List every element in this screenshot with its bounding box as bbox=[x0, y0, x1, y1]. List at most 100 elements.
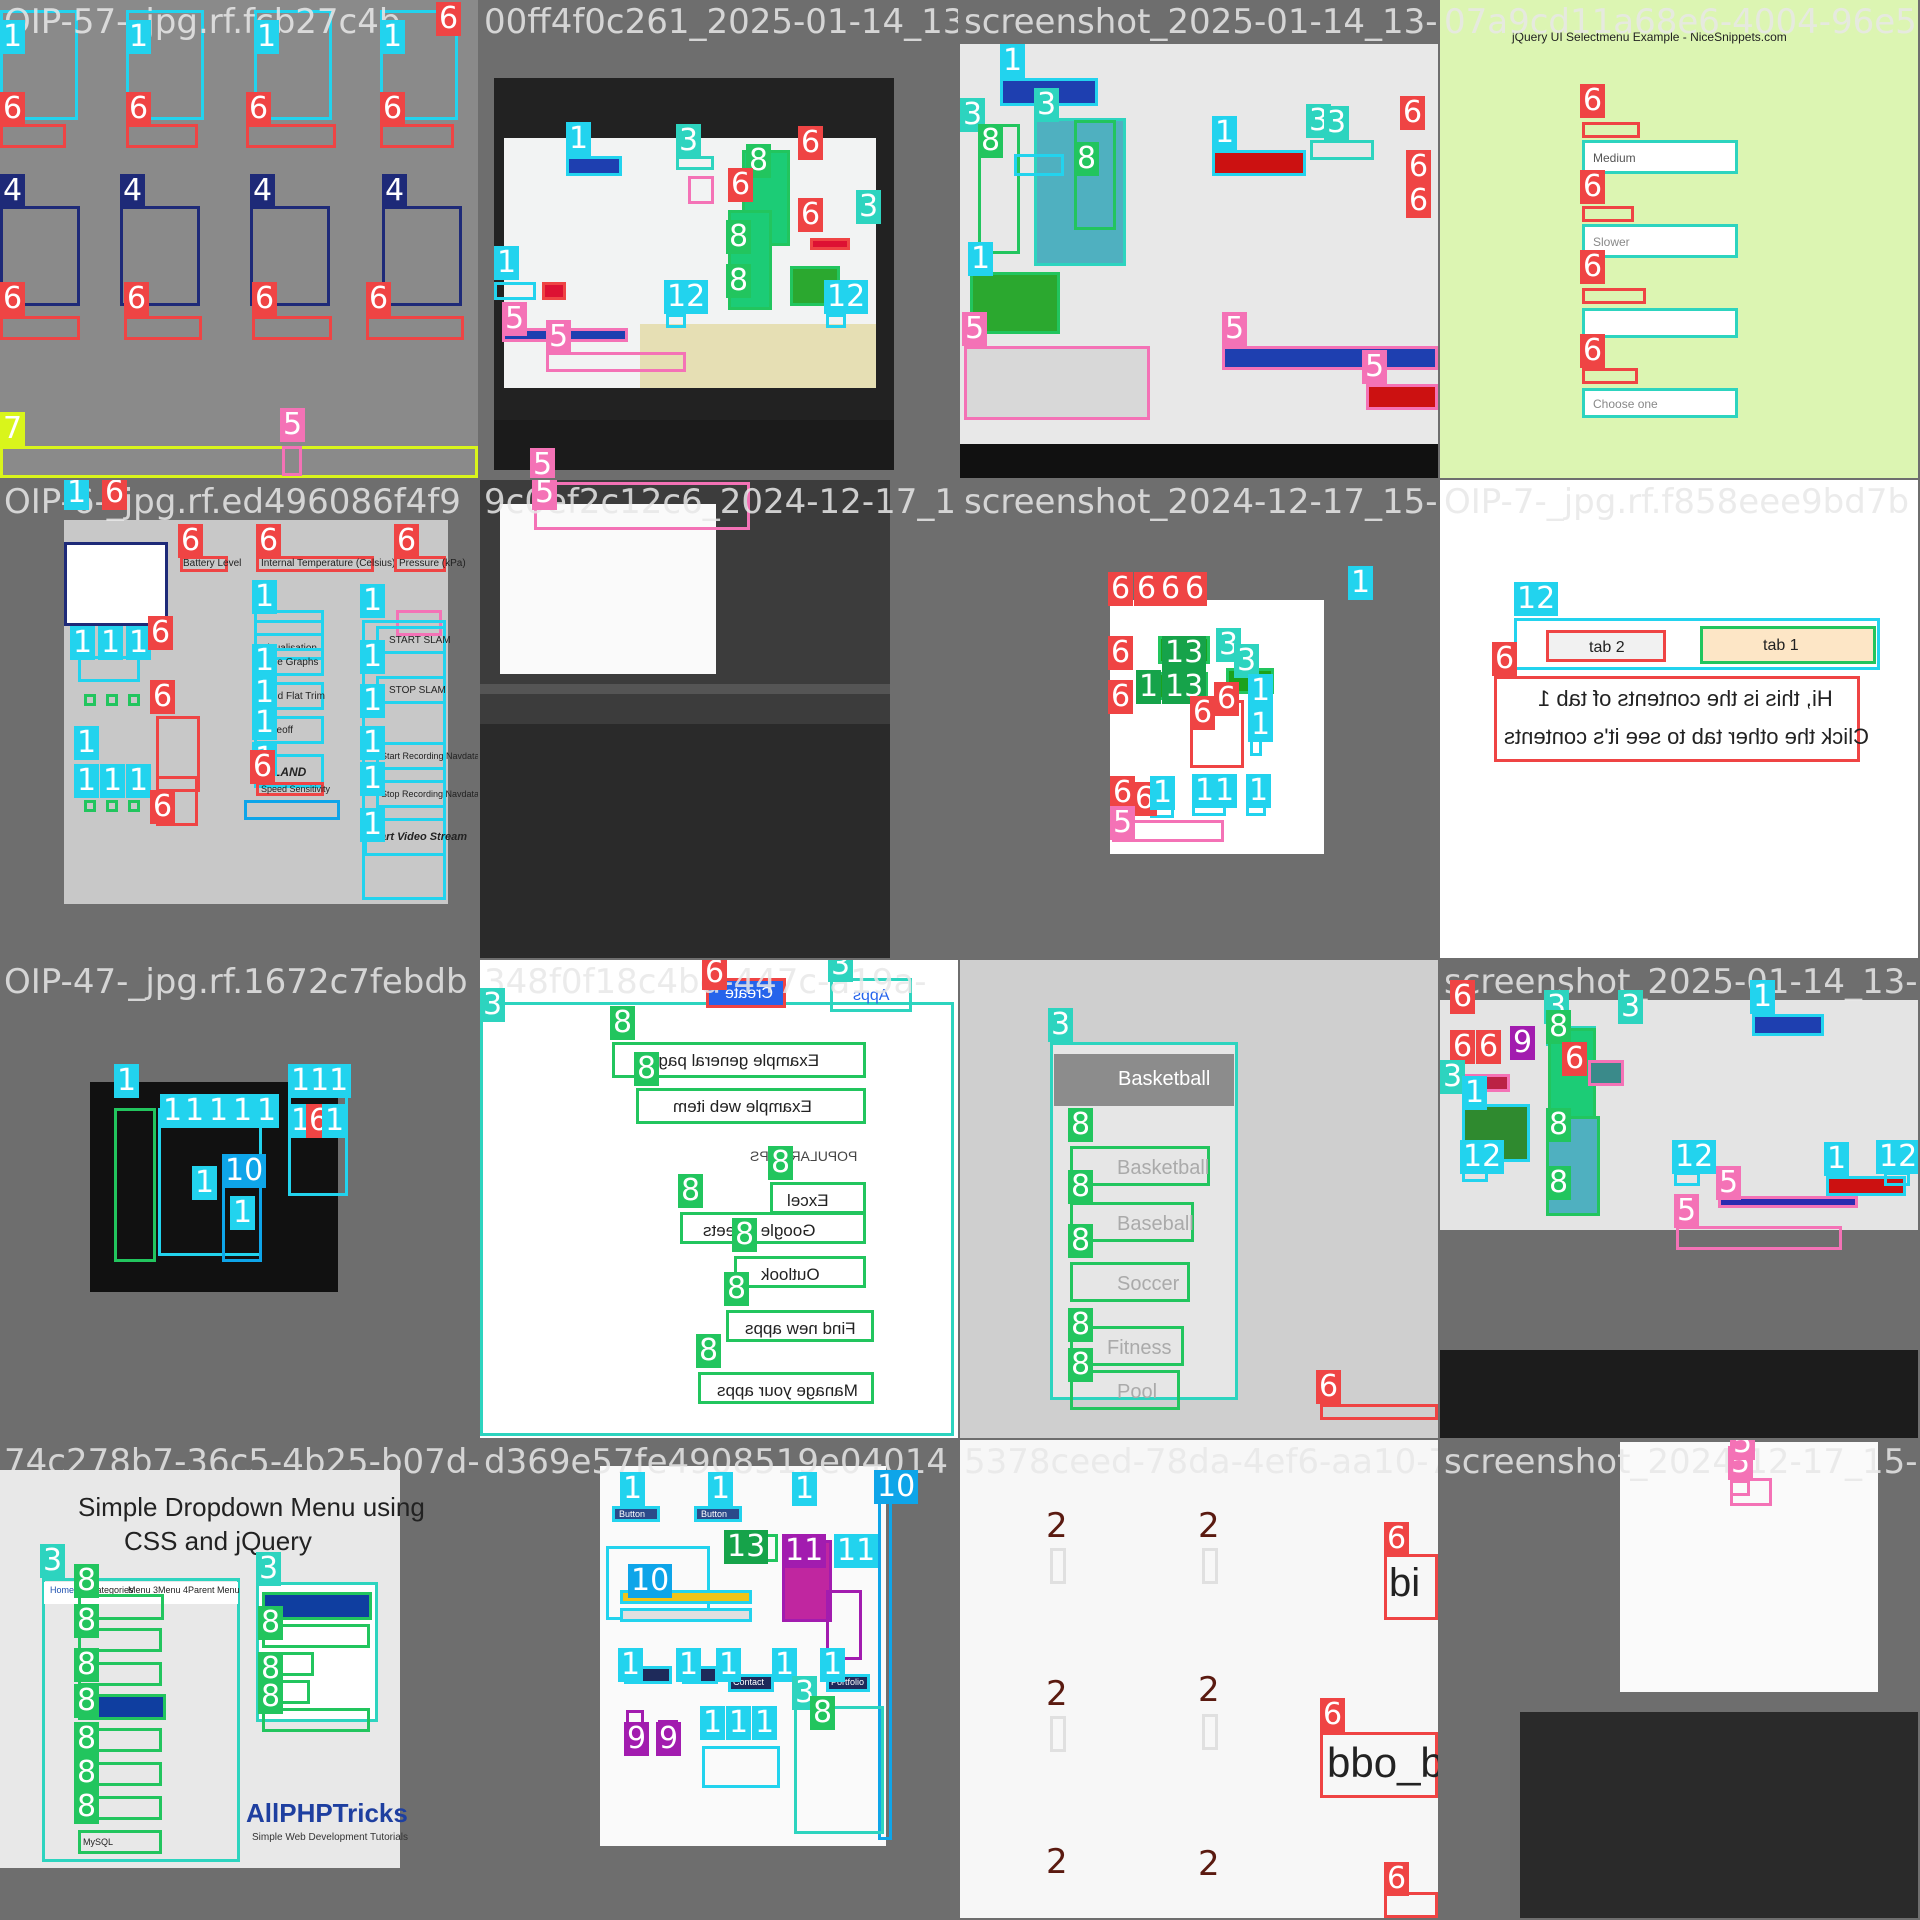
slider-box[interactable] bbox=[244, 800, 340, 820]
tile-5: OIP-6-_jpg.rf.ed496086f4f9 Battery Level… bbox=[0, 480, 478, 958]
class-tag: 4 bbox=[120, 174, 146, 208]
class-tag: 8 bbox=[74, 1648, 100, 1682]
class-tag: 5 bbox=[532, 480, 558, 510]
class-tag: 1 bbox=[322, 1104, 348, 1138]
apps-button[interactable]: Apps bbox=[830, 978, 912, 1012]
tile-title: 00ff4f0c261_2025-01-14_13-28-58_jpg.rf bbox=[484, 2, 958, 42]
list-item[interactable]: Basketball bbox=[1070, 1146, 1210, 1186]
text-box[interactable] bbox=[1884, 1172, 1910, 1186]
class-tag: 8 bbox=[1068, 1224, 1094, 1258]
button-box[interactable] bbox=[128, 800, 140, 812]
class-tag: 6 bbox=[124, 282, 150, 316]
list-item[interactable]: Fitness bbox=[1070, 1326, 1184, 1366]
icon-box[interactable] bbox=[254, 10, 332, 120]
button-box[interactable] bbox=[106, 800, 118, 812]
image-box bbox=[0, 206, 80, 306]
list-item[interactable]: Excel bbox=[770, 1182, 866, 1214]
menu-4[interactable]: Menu 4 bbox=[158, 1585, 189, 1595]
brand-tagline: Simple Web Development Tutorials bbox=[252, 1832, 408, 1843]
tab-2[interactable]: tab 2 bbox=[1546, 630, 1666, 662]
list-box[interactable] bbox=[114, 1108, 156, 1262]
class-tag: 6 bbox=[366, 282, 392, 316]
button-box[interactable] bbox=[128, 694, 140, 706]
list-item[interactable]: Outlook bbox=[734, 1256, 866, 1288]
menu-home[interactable]: Home bbox=[50, 1585, 75, 1595]
select-box[interactable]: Slower bbox=[1582, 224, 1738, 258]
menu-mysql: MySQL bbox=[83, 1837, 114, 1847]
label-box bbox=[1582, 206, 1634, 222]
button-box[interactable]: Start Recording Navdata bbox=[376, 742, 478, 770]
list-item[interactable]: Manage your apps bbox=[698, 1372, 874, 1404]
label-box bbox=[126, 124, 198, 148]
list-item[interactable]: Example web item bbox=[636, 1088, 866, 1124]
class-tag: 6 bbox=[1158, 572, 1184, 606]
icon-box[interactable] bbox=[0, 10, 78, 120]
red-box bbox=[542, 282, 566, 300]
tab-1[interactable]: tab 1 bbox=[1700, 626, 1876, 664]
button-box[interactable] bbox=[1212, 150, 1306, 176]
splitter bbox=[480, 684, 890, 694]
tile-6: 9c0ef2c12c6_2024-12-17_15-47-34_jpg.rf 5 bbox=[480, 480, 958, 958]
tile-title: 9c0ef2c12c6_2024-12-17_15-47-34_jpg.rf bbox=[484, 482, 958, 522]
slider-box[interactable] bbox=[1718, 1196, 1858, 1208]
class-tag: 6 bbox=[256, 524, 282, 558]
list-item[interactable]: Google Sheets bbox=[680, 1212, 866, 1244]
button-box[interactable] bbox=[1014, 154, 1064, 176]
element-box[interactable] bbox=[1588, 1060, 1624, 1086]
button-box[interactable] bbox=[1752, 1014, 1824, 1036]
tab-content-box bbox=[1494, 676, 1860, 762]
button-box[interactable] bbox=[494, 282, 536, 300]
select-box[interactable]: Medium bbox=[1582, 140, 1738, 174]
class-tag: 1 bbox=[360, 808, 386, 842]
select-box[interactable] bbox=[1582, 308, 1738, 338]
page-heading: jQuery UI Selectmenu Example - NiceSnipp… bbox=[1512, 30, 1787, 44]
start-video-label: Start Video Stream bbox=[369, 831, 468, 843]
menu-item[interactable] bbox=[78, 1628, 162, 1652]
button-box[interactable] bbox=[566, 156, 622, 176]
menu-categories[interactable]: Categories bbox=[90, 1585, 134, 1595]
button-box[interactable]: Stop Recording Navdata bbox=[376, 780, 478, 808]
class-tag: 6 bbox=[1580, 250, 1606, 284]
dropdown-header[interactable]: Basketball bbox=[1054, 1054, 1234, 1106]
class-tag: 1 bbox=[252, 580, 278, 614]
class-tag: 5 bbox=[1730, 1440, 1756, 1460]
battery-label: Battery Level bbox=[183, 558, 242, 569]
button-box[interactable] bbox=[84, 800, 96, 812]
start-recording-label: Start Recording Navdata bbox=[381, 751, 478, 761]
button-row-box[interactable] bbox=[702, 1746, 780, 1788]
element-box[interactable] bbox=[688, 176, 714, 204]
class-tag: 1 bbox=[708, 1472, 734, 1506]
taskbar-icon-box[interactable] bbox=[282, 446, 302, 476]
class-tag: 6 bbox=[1108, 636, 1134, 670]
button-box[interactable]: Button bbox=[694, 1506, 742, 1522]
image-box bbox=[250, 206, 330, 306]
text-box[interactable] bbox=[826, 314, 846, 328]
list-item[interactable]: Find new apps bbox=[726, 1310, 874, 1342]
button-box[interactable] bbox=[106, 694, 118, 706]
icon-box[interactable] bbox=[126, 10, 204, 120]
value-box[interactable] bbox=[396, 610, 442, 636]
tile-title: screenshot_2025-01-14_13-2 bbox=[964, 2, 1438, 42]
list-item-label: Google Sheets bbox=[703, 1221, 816, 1240]
tile-3: screenshot_2025-01-14_13-2 1 3 3 8 8 1 1… bbox=[960, 0, 1438, 478]
button-box[interactable] bbox=[84, 694, 96, 706]
menu-item[interactable] bbox=[262, 1708, 370, 1732]
slider-box[interactable] bbox=[1222, 346, 1438, 370]
menu-parent[interactable]: Parent Menu bbox=[188, 1585, 240, 1595]
menu-item[interactable]: MySQL bbox=[78, 1830, 162, 1854]
list-item[interactable]: Pool bbox=[1070, 1370, 1180, 1410]
list-item[interactable]: Baseball bbox=[1070, 1202, 1194, 1242]
text-box[interactable] bbox=[1674, 1172, 1700, 1186]
menu-3[interactable]: Menu 3 bbox=[128, 1585, 159, 1595]
list-item[interactable]: Soccer bbox=[1070, 1262, 1190, 1302]
start-slam-label: START SLAM bbox=[389, 635, 451, 646]
button-box[interactable]: Button bbox=[612, 1506, 660, 1522]
select-box[interactable]: Choose one bbox=[1582, 388, 1738, 418]
icon-box[interactable] bbox=[380, 10, 458, 120]
create-button[interactable]: Create bbox=[706, 978, 786, 1008]
button-box[interactable]: STOP SLAM bbox=[376, 676, 446, 704]
text-box[interactable] bbox=[666, 314, 686, 328]
list-item[interactable]: Example general page bbox=[612, 1042, 866, 1078]
class-tag: 6 bbox=[798, 198, 824, 232]
button-box[interactable]: START SLAM bbox=[376, 626, 451, 654]
